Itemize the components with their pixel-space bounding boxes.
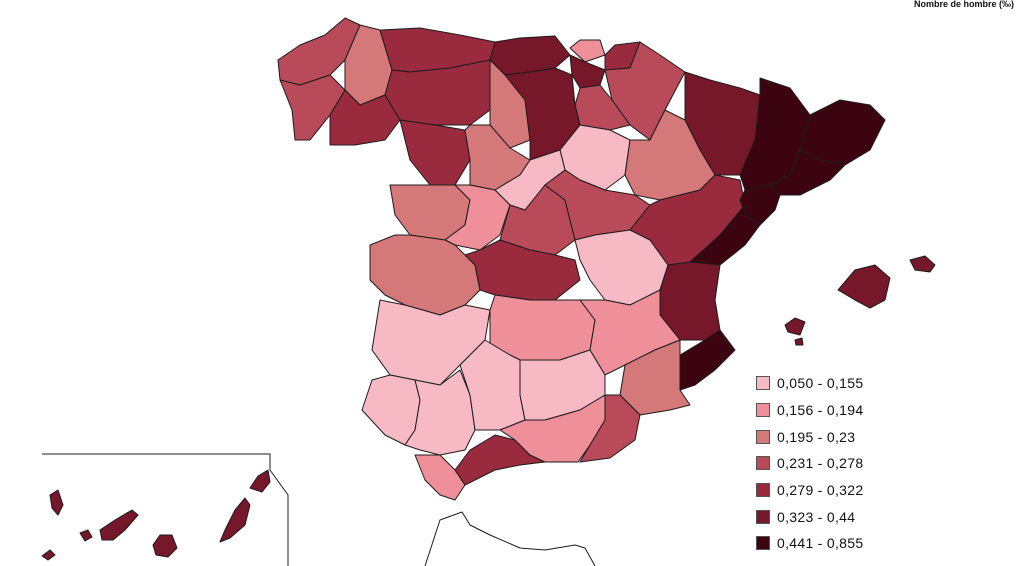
legend-label: 0,441 - 0,855 <box>777 535 864 552</box>
legend-item: 0,441 - 0,855 <box>756 530 863 557</box>
region-cadiz <box>414 454 466 501</box>
legend-item: 0,279 - 0,322 <box>756 477 863 504</box>
legend-swatch <box>756 456 770 471</box>
region-zamora <box>399 119 471 186</box>
region-la-gomera <box>79 529 93 542</box>
legend-swatch <box>756 376 770 391</box>
region-huelva <box>361 374 421 446</box>
region-fuerteventura <box>219 497 251 543</box>
region-la-palma <box>49 489 64 516</box>
region-lanzarote <box>249 469 271 493</box>
legend-label: 0,195 - 0,23 <box>777 428 856 445</box>
legend-item: 0,156 - 0,194 <box>756 397 863 424</box>
region-almeria <box>579 394 641 463</box>
canary-inset-frame <box>42 453 289 566</box>
region-sevilla <box>404 369 476 456</box>
legend-label: 0,323 - 0,44 <box>777 508 856 525</box>
map-title: Nombre de hombre (‰) <box>913 0 1014 9</box>
legend-swatch <box>756 429 770 444</box>
region-tenerife <box>99 509 139 541</box>
region-bizkaia <box>569 39 606 63</box>
region-ibiza <box>784 317 806 336</box>
legend-label: 0,231 - 0,278 <box>777 455 864 472</box>
region-gran-canaria <box>152 534 178 558</box>
legend-swatch <box>756 536 770 551</box>
legend-label: 0,279 - 0,322 <box>777 482 864 499</box>
legend-item: 0,323 - 0,44 <box>756 503 863 530</box>
region-formentera <box>794 337 804 346</box>
region-ciudad-real <box>489 294 596 361</box>
region-mallorca <box>837 264 891 309</box>
region-valencia <box>659 261 721 341</box>
region-tarragona <box>739 184 781 226</box>
legend-label: 0,156 - 0,194 <box>777 402 864 419</box>
legend-label: 0,050 - 0,155 <box>777 375 864 392</box>
legend-swatch <box>756 403 770 418</box>
region-menorca <box>909 255 936 273</box>
morocco-coast-outline <box>424 511 596 566</box>
legend-item: 0,050 - 0,155 <box>756 370 863 397</box>
legend-item: 0,231 - 0,278 <box>756 450 863 477</box>
region-girona <box>799 99 886 166</box>
legend-item: 0,195 - 0,23 <box>756 423 863 450</box>
region-toledo <box>464 239 581 301</box>
legend-swatch <box>756 483 770 498</box>
legend: 0,050 - 0,155 0,156 - 0,194 0,195 - 0,23… <box>756 370 863 557</box>
region-leon <box>384 59 491 126</box>
region-barcelona <box>769 149 846 196</box>
legend-swatch <box>756 509 770 524</box>
region-el-hierro <box>41 549 56 561</box>
